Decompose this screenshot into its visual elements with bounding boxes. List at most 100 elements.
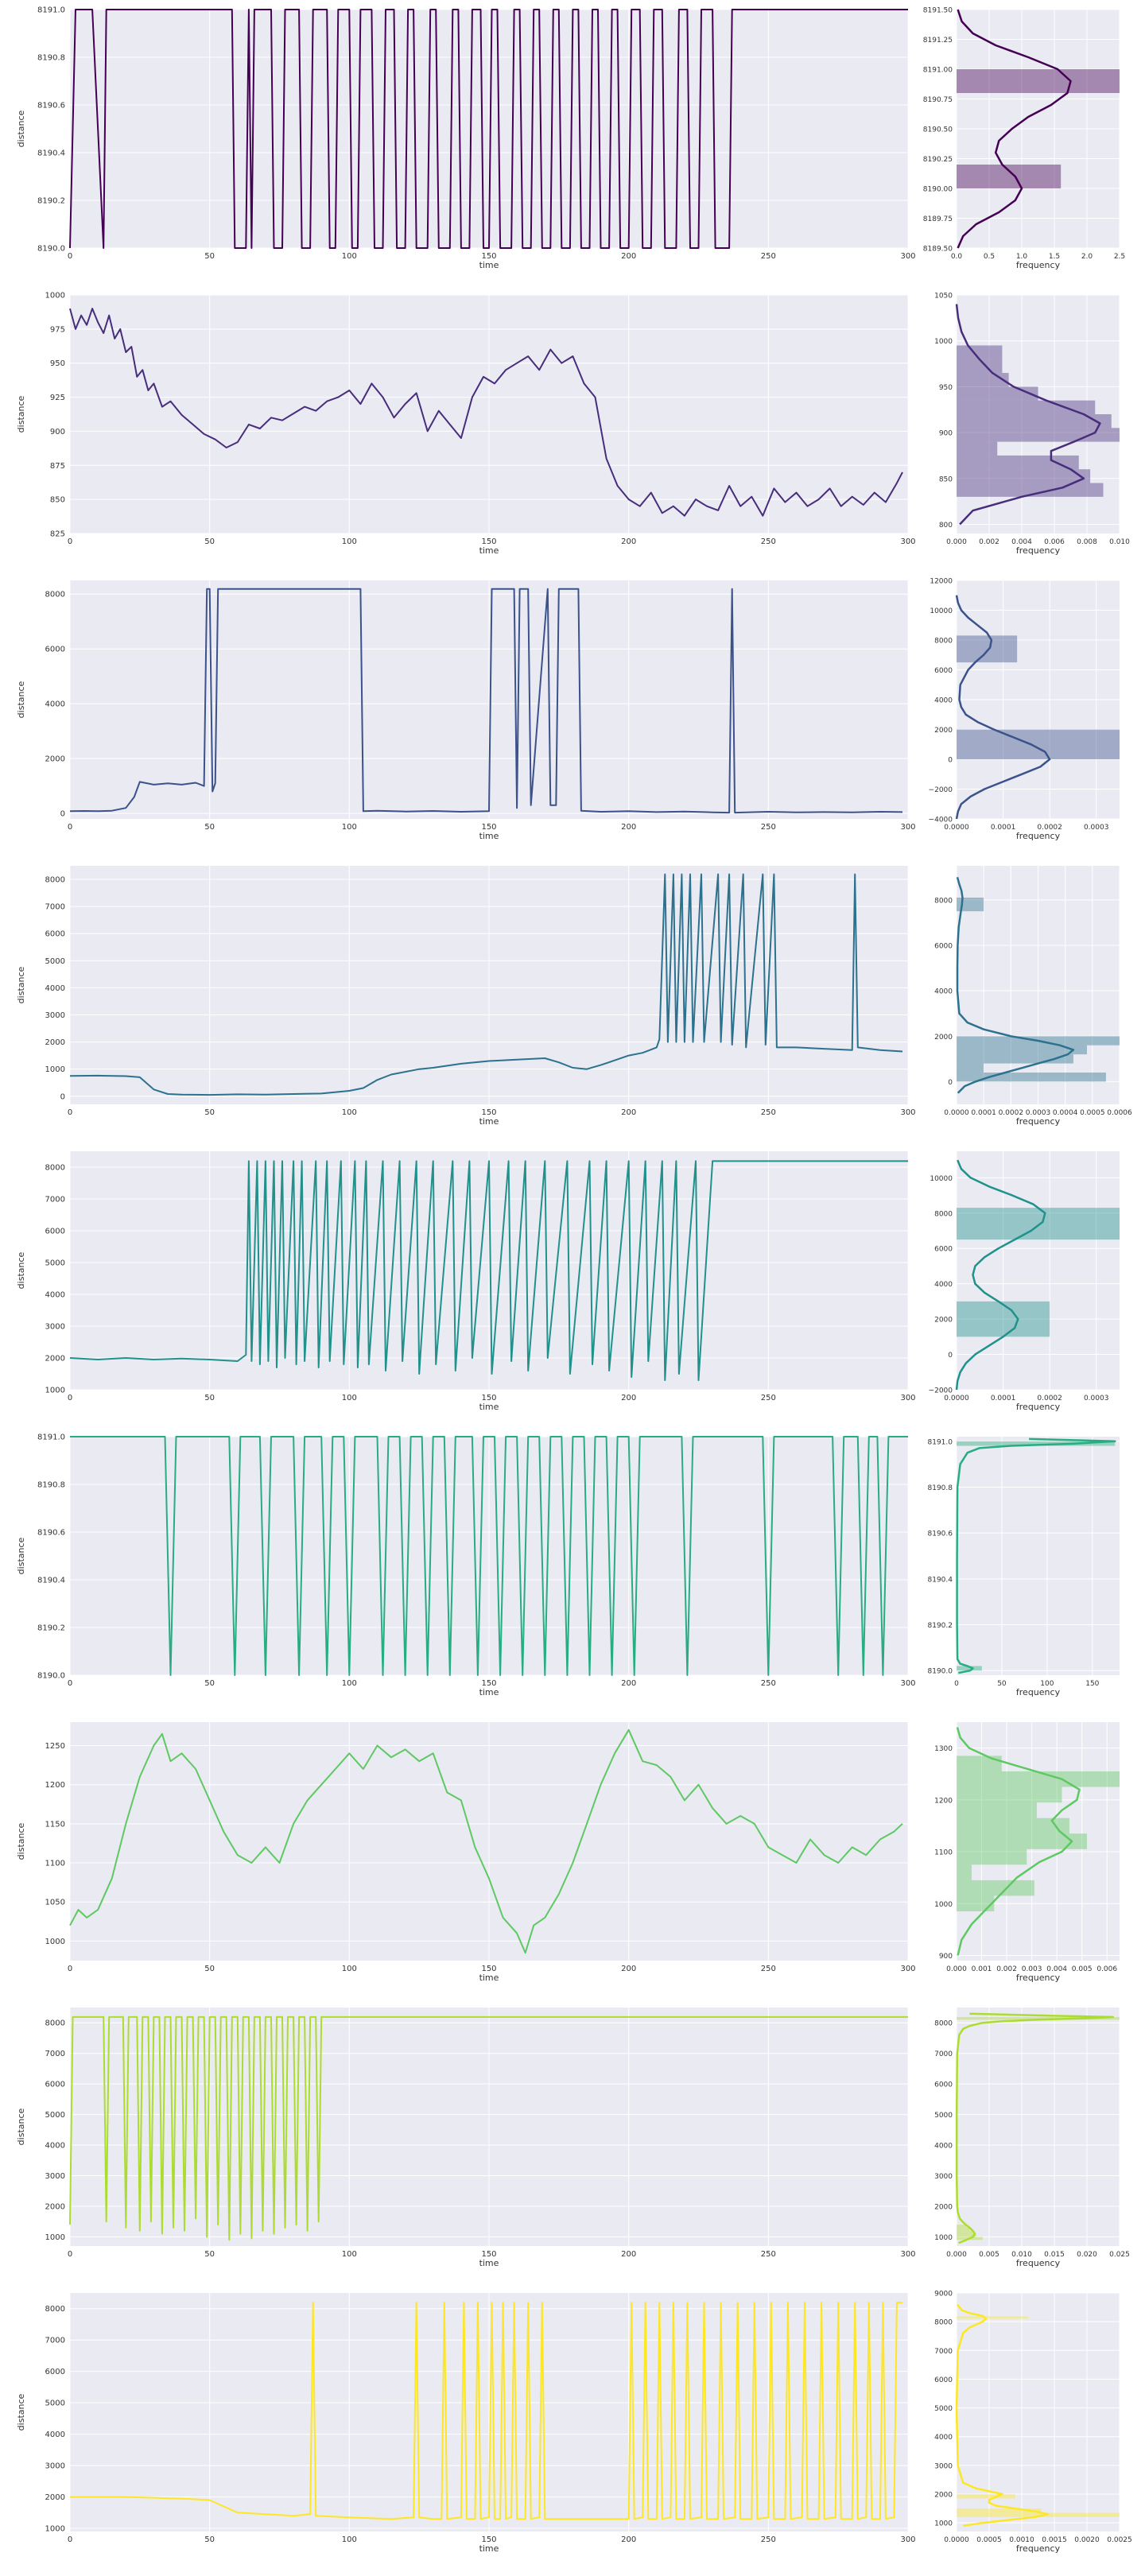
series-line bbox=[69, 873, 903, 1096]
hist-y-tick-label: 8190.8 bbox=[928, 1484, 953, 1492]
y-tick-label: 4000 bbox=[45, 700, 65, 709]
y-tick-label: 4000 bbox=[45, 2431, 65, 2439]
x-tick-label: 200 bbox=[621, 2535, 636, 2544]
hist-bar bbox=[957, 1054, 1073, 1064]
x-tick-label: 300 bbox=[900, 1108, 915, 1117]
y-axis-label: distance bbox=[16, 966, 26, 1003]
x-tick-label: 50 bbox=[204, 2535, 215, 2544]
x-tick-label: 200 bbox=[621, 1679, 636, 1688]
hist-y-tick-label: 2000 bbox=[934, 2492, 953, 2500]
x-tick-label: 200 bbox=[621, 1965, 636, 1973]
hist-y-tick-label: 7000 bbox=[934, 2050, 953, 2058]
x-tick-label: 300 bbox=[900, 2535, 915, 2544]
hist-x-tick-label: 0.0005 bbox=[976, 2536, 1002, 2544]
y-tick-label: 3000 bbox=[45, 2172, 65, 2181]
hist-bar bbox=[957, 1208, 1120, 1240]
x-tick-label: 250 bbox=[761, 1965, 776, 1973]
y-tick-label: 8000 bbox=[45, 2305, 65, 2314]
hist-y-tick-label: 950 bbox=[939, 384, 953, 392]
y-tick-label: 2000 bbox=[45, 1038, 65, 1047]
hist-x-tick-label: 150 bbox=[1085, 1680, 1099, 1688]
hist-y-tick-label: 2000 bbox=[934, 727, 953, 735]
x-tick-label: 250 bbox=[761, 1679, 776, 1688]
hist-x-tick-label: 0.003 bbox=[1022, 1965, 1042, 1973]
y-tick-label: 5000 bbox=[45, 957, 65, 966]
hist-x-tick-label: 0.000 bbox=[946, 538, 967, 546]
x-tick-label: 250 bbox=[761, 1394, 776, 1402]
hist-y-tick-label: 8000 bbox=[934, 897, 953, 905]
hist-y-tick-label: 8000 bbox=[934, 1210, 953, 1218]
x-tick-label: 300 bbox=[900, 1965, 915, 1973]
hist-x-axis-label: frequency bbox=[1016, 545, 1061, 556]
x-tick-label: 0 bbox=[68, 1965, 72, 1973]
y-axis-label: distance bbox=[16, 2393, 26, 2431]
hist-bar bbox=[957, 2227, 970, 2231]
hist-area bbox=[957, 1722, 1120, 1961]
x-tick-label: 100 bbox=[342, 537, 357, 546]
y-tick-label: 1250 bbox=[45, 1742, 65, 1751]
y-tick-label: 1000 bbox=[45, 1065, 65, 1074]
x-tick-label: 300 bbox=[900, 1679, 915, 1688]
hist-bar bbox=[957, 1864, 972, 1880]
hist-x-tick-label: 2.0 bbox=[1081, 253, 1093, 261]
y-tick-label: 8000 bbox=[45, 1164, 65, 1173]
hist-y-tick-label: 8190.25 bbox=[923, 156, 953, 164]
hist-x-tick-label: 0.015 bbox=[1044, 2251, 1065, 2259]
hist-y-tick-label: 12000 bbox=[930, 578, 953, 586]
y-tick-label: 1050 bbox=[45, 1899, 65, 1907]
x-tick-label: 150 bbox=[481, 2535, 496, 2544]
x-tick-label: 0 bbox=[68, 537, 72, 546]
x-tick-label: 300 bbox=[900, 537, 915, 546]
hist-x-tick-label: 0.0003 bbox=[1084, 1395, 1109, 1402]
hist-y-tick-label: 8191.0 bbox=[928, 1438, 953, 1446]
y-tick-label: 4000 bbox=[45, 1291, 65, 1300]
hist-y-tick-label: 1000 bbox=[934, 2520, 953, 2528]
hist-y-tick-label: 6000 bbox=[934, 667, 953, 675]
y-tick-label: 850 bbox=[50, 496, 65, 505]
x-tick-label: 0 bbox=[68, 252, 72, 261]
x-tick-label: 0 bbox=[68, 823, 72, 832]
hist-y-tick-label: 4000 bbox=[934, 2434, 953, 2442]
hist-bar bbox=[957, 1880, 1034, 1896]
hist-y-tick-label: 8191.00 bbox=[923, 67, 953, 75]
y-tick-label: 6000 bbox=[45, 930, 65, 939]
y-tick-label: 1000 bbox=[45, 1387, 65, 1395]
hist-y-tick-label: 5000 bbox=[934, 2112, 953, 2120]
y-tick-label: 6000 bbox=[45, 2368, 65, 2376]
hist-bar bbox=[957, 69, 1120, 93]
hist-x-tick-label: 0.0004 bbox=[1053, 1109, 1078, 1117]
y-tick-label: 1100 bbox=[45, 1860, 65, 1868]
hist-x-tick-label: 0 bbox=[954, 1680, 959, 1688]
x-tick-label: 150 bbox=[481, 1394, 496, 1402]
y-tick-label: 8000 bbox=[45, 591, 65, 599]
y-tick-label: 8190.0 bbox=[37, 245, 65, 254]
hist-x-tick-label: 0.004 bbox=[1011, 538, 1032, 546]
x-tick-label: 0 bbox=[68, 1394, 72, 1402]
hist-bar bbox=[957, 1802, 1037, 1818]
hist-x-tick-label: 1.0 bbox=[1016, 253, 1028, 261]
hist-bar bbox=[957, 386, 1038, 401]
y-tick-label: 8191.0 bbox=[37, 6, 65, 15]
x-tick-label: 150 bbox=[481, 2250, 496, 2259]
y-axis-label: distance bbox=[16, 681, 26, 718]
y-tick-label: 0 bbox=[60, 810, 65, 819]
hist-x-tick-label: 50 bbox=[997, 1680, 1007, 1688]
hist-y-tick-label: 900 bbox=[939, 430, 953, 438]
hist-bar bbox=[957, 469, 1091, 483]
hist-bar bbox=[957, 2508, 1042, 2513]
hist-y-tick-label: 4000 bbox=[934, 988, 953, 996]
hist-x-axis-label: frequency bbox=[1016, 2258, 1061, 2268]
y-tick-label: 8000 bbox=[45, 2019, 65, 2028]
y-tick-label: 3000 bbox=[45, 2462, 65, 2471]
y-tick-label: 5000 bbox=[45, 2399, 65, 2408]
y-tick-label: 1000 bbox=[45, 2525, 65, 2534]
hist-y-tick-label: 8000 bbox=[934, 2020, 953, 2028]
hist-y-tick-label: 8191.25 bbox=[923, 37, 953, 45]
series-line bbox=[69, 1728, 903, 1954]
series-line bbox=[69, 588, 903, 814]
hist-y-tick-label: 10000 bbox=[930, 1175, 953, 1183]
hist-y-tick-label: 3000 bbox=[934, 2173, 953, 2181]
hist-y-tick-label: 4000 bbox=[934, 1281, 953, 1289]
hist-y-tick-label: 8189.50 bbox=[923, 246, 953, 254]
hist-x-tick-label: 0.010 bbox=[1109, 538, 1130, 546]
